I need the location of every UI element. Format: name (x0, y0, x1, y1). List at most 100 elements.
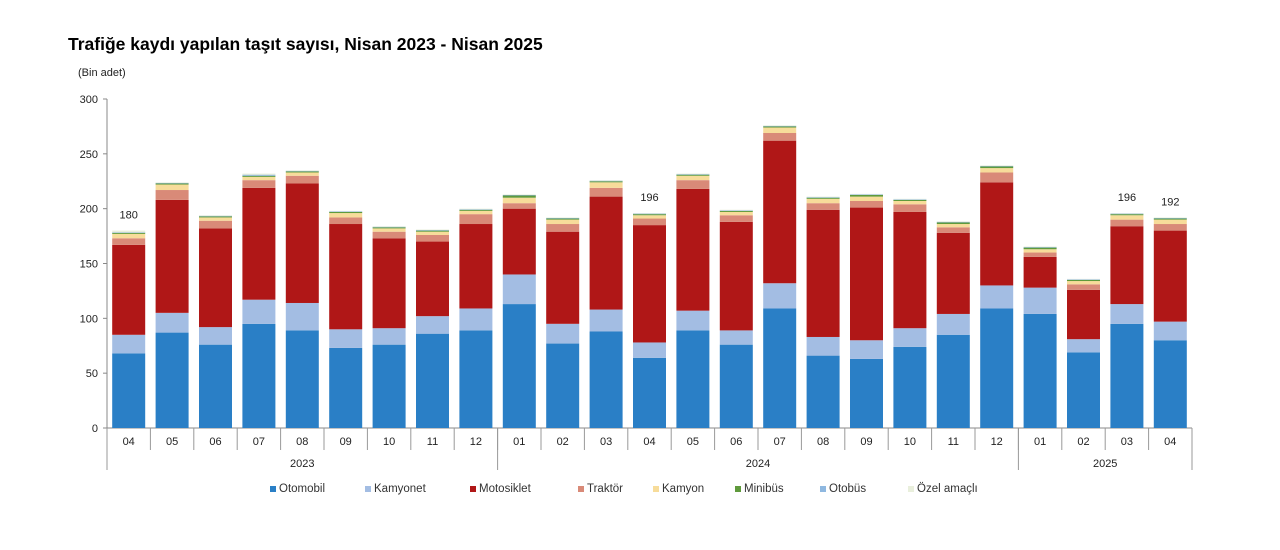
bar-segment-otobüs (589, 180, 623, 182)
x-tick-label: 09 (860, 436, 872, 448)
legend-item: Kamyonet (365, 483, 470, 495)
bar-segment-özel-amaçlı (1067, 278, 1100, 280)
bar-segment-minibüs (806, 197, 840, 199)
legend-label: Minibüs (744, 483, 784, 495)
x-tick-label: 01 (513, 436, 525, 448)
x-tick-label: 08 (296, 436, 308, 448)
x-tick-label: 07 (774, 436, 786, 448)
bar-segment-otobüs (719, 210, 753, 211)
bar-segment-minibüs (1067, 279, 1100, 282)
legend-swatch (908, 486, 914, 492)
bar-segment-kamyon (806, 198, 840, 204)
bar-segment-motosiklet (155, 199, 189, 313)
bar-segment-kamyon (329, 213, 363, 218)
legend-swatch (470, 486, 476, 492)
legend-item: Özel amaçlı (908, 483, 998, 495)
bar-segment-otobüs (546, 217, 580, 219)
data-label: 192 (1161, 196, 1179, 208)
bar-segment-otomobil (242, 323, 276, 428)
bar-segment-kamyonet (372, 328, 406, 345)
y-axis-unit-label: (Bin adet) (78, 67, 126, 79)
legend-label: Özel amaçlı (917, 483, 978, 495)
bar-segment-otobüs (1110, 213, 1144, 215)
bar-segment-otomobil (589, 331, 623, 428)
legend-label: Otomobil (279, 483, 326, 495)
bar-segment-traktör (459, 214, 493, 225)
legend-item: Motosiklet (470, 483, 578, 495)
bar-segment-traktör (763, 132, 797, 141)
bar-segment-kamyonet (459, 308, 493, 331)
bar-segment-minibüs (1023, 247, 1057, 250)
bar-segment-motosiklet (806, 209, 840, 337)
legend-swatch (653, 486, 659, 492)
bar-segment-motosiklet (459, 224, 493, 309)
bar-segment-motosiklet (502, 208, 536, 275)
year-label: 2023 (290, 458, 314, 470)
bar-segment-traktör (502, 203, 536, 209)
data-label: 196 (1118, 192, 1136, 204)
x-tick-label: 10 (383, 436, 395, 448)
bar-segment-motosiklet (1153, 230, 1187, 322)
bar-segment-motosiklet (980, 182, 1014, 286)
bar-segment-traktör (199, 220, 232, 229)
bar-segment-kamyon (719, 211, 753, 216)
bar-segment-otomobil (1067, 352, 1100, 428)
legend-item: Minibüs (735, 483, 820, 495)
bar-segment-otomobil (1023, 313, 1057, 428)
bar-segment-özel-amaçlı (1153, 217, 1187, 218)
bar-segment-otomobil (199, 344, 232, 428)
data-label: 196 (640, 192, 658, 204)
bar-segment-otomobil (719, 344, 753, 428)
bar-segment-traktör (329, 217, 363, 225)
chart-title: Trafiğe kaydı yapılan taşıt sayısı, Nisa… (68, 34, 543, 54)
x-tick-label: 02 (557, 436, 569, 448)
y-tick-label: 300 (80, 94, 98, 106)
x-tick-label: 11 (427, 436, 438, 448)
bar-segment-otobüs (155, 182, 189, 184)
bar-segment-minibüs (763, 126, 797, 128)
bar-segment-otomobil (633, 357, 666, 428)
bar-segment-özel-amaçlı (502, 194, 536, 195)
bar-segment-özel-amaçlı (416, 229, 449, 231)
bar-segment-traktör (850, 200, 883, 208)
bar-segment-motosiklet (416, 241, 449, 317)
x-tick-label: 05 (166, 436, 178, 448)
bar-segment-özel-amaçlı (980, 165, 1014, 166)
bar-segment-minibüs (546, 218, 580, 220)
bar-segment-kamyon (502, 197, 536, 204)
bar-segment-otomobil (155, 332, 189, 428)
bar-segment-otomobil (676, 330, 710, 428)
bar-segment-minibüs (936, 222, 970, 225)
bar-segment-otobüs (416, 230, 449, 231)
bar-segment-minibüs (850, 194, 883, 197)
bar-segment-traktör (546, 224, 580, 232)
bar-segment-özel-amaçlı (199, 215, 232, 216)
bar-segment-kamyon (850, 196, 883, 201)
legend-swatch (735, 486, 741, 492)
bar-segment-motosiklet (936, 232, 970, 314)
legend-label: Otobüs (829, 483, 867, 495)
legend-item: Traktör (578, 483, 653, 495)
legend: Otomobil Kamyonet Motosiklet Traktör Kamyon M… (270, 483, 998, 495)
bar-segment-otomobil (285, 330, 319, 428)
bar-segment-minibüs (155, 183, 189, 185)
x-tick-label: 08 (817, 436, 829, 448)
bar-segment-kamyon (459, 210, 493, 215)
bar-segment-minibüs (329, 211, 363, 214)
bar-segment-motosiklet (763, 140, 797, 284)
bar-segment-minibüs (199, 216, 232, 218)
legend-swatch (365, 486, 371, 492)
bar-segment-motosiklet (199, 228, 232, 328)
bar-segment-otobüs (633, 213, 666, 215)
bar-segment-kamyon (1023, 249, 1057, 253)
bar-segment-traktör (1023, 252, 1057, 257)
bar-segment-motosiklet (112, 244, 146, 335)
bar-segment-otomobil (763, 308, 797, 428)
x-tick-label: 06 (730, 436, 742, 448)
bar-segment-özel-amaçlı (459, 208, 493, 210)
bar-segment-kamyon (199, 217, 232, 221)
bar-segment-özel-amaçlı (242, 173, 276, 175)
bar-segment-traktör (1153, 224, 1187, 231)
bar-segment-kamyonet (850, 340, 883, 359)
